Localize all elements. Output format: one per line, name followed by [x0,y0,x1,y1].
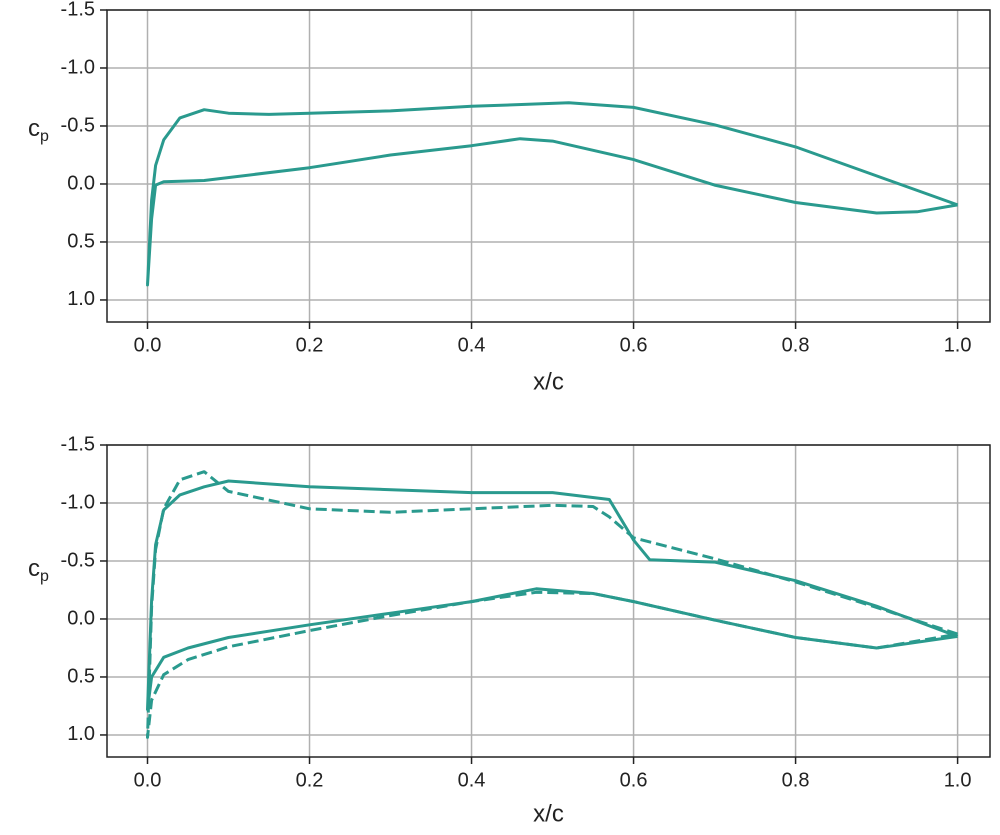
y-axis-label-main: c [28,115,40,142]
x-tick-label: 0.6 [620,769,648,791]
y-tick-label: 1.0 [67,288,95,310]
y-tick-label: -0.5 [61,549,95,571]
y-tick-label: 0.5 [67,665,95,687]
x-tick-label: 0.0 [134,334,162,356]
y-axis-label: cp [28,115,49,145]
x-tick-label: 1.0 [944,769,972,791]
y-tick-label: 1.0 [67,723,95,745]
x-tick-label: 0.6 [620,334,648,356]
y-tick-label: 0.0 [67,607,95,629]
x-tick-label: 0.4 [458,769,486,791]
subplot: 0.0 0.2 0.4 0.6 0.8 1.0 -1.5 -1.0 -0.5 0.0 0.5 1.0 x… [28,433,991,827]
y-tick-label: -1.5 [61,433,95,455]
y-axis-label-main: c [28,555,40,582]
x-tick-label: 1.0 [944,334,972,356]
y-axis-label-subscript: p [40,568,49,585]
y-tick-label: 0.0 [67,172,95,194]
y-tick-label: 0.5 [67,230,95,252]
x-axis-label: x/c [533,800,564,827]
series-line [146,101,959,287]
x-tick-label: 0.8 [782,769,810,791]
series-line [146,470,959,739]
y-axis-label-subscript: p [40,128,49,145]
y-axis-label: cp [28,555,49,585]
axes-frame [106,444,991,758]
x-tick-label: 0.0 [134,769,162,791]
series-line [146,479,959,711]
y-tick-label: -1.0 [61,56,95,78]
x-tick-label: 0.4 [458,334,486,356]
x-tick-label: 0.2 [296,334,324,356]
x-tick-label: 0.2 [296,769,324,791]
y-tick-label: -1.5 [61,0,95,20]
subplot: 0.0 0.2 0.4 0.6 0.8 1.0 -1.5 -1.0 -0.5 0.0 0.5 1.0 x… [28,0,991,395]
y-tick-label: -1.0 [61,491,95,513]
axes-frame [106,9,991,323]
y-tick-label: -0.5 [61,114,95,136]
x-tick-label: 0.8 [782,334,810,356]
x-axis-label: x/c [533,368,564,395]
